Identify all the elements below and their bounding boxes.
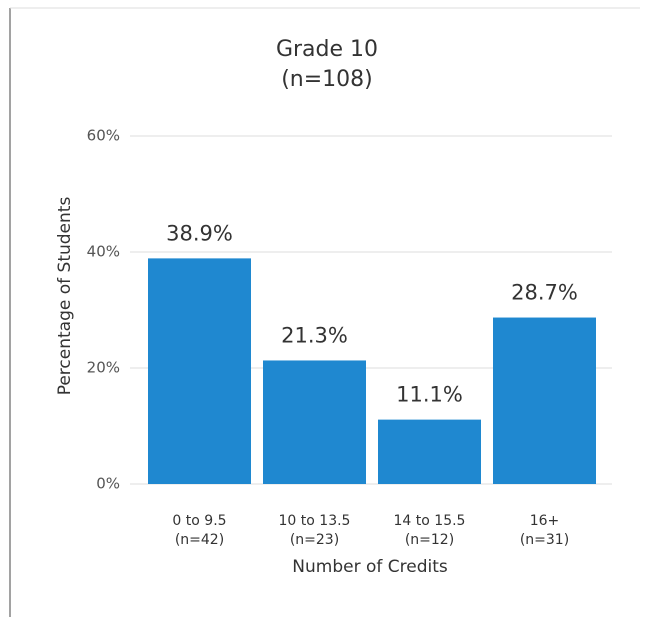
value-label: 28.7% [511, 281, 578, 305]
y-tick-label: 60% [87, 127, 120, 145]
value-label: 21.3% [281, 323, 348, 347]
x-tick-label: 0 to 9.5 [172, 513, 226, 529]
x-tick-label: (n=23) [290, 532, 339, 548]
bar [378, 419, 481, 484]
chart-subtitle: (n=108) [281, 67, 373, 92]
chart-title: Grade 10 [276, 37, 378, 62]
y-tick-label: 0% [96, 475, 120, 493]
bar [493, 317, 596, 484]
bar [148, 258, 251, 484]
x-tick-label: (n=42) [175, 532, 224, 548]
x-tick-label: 16+ [530, 513, 560, 529]
y-tick-label: 40% [87, 243, 120, 261]
bar [263, 360, 366, 484]
y-axis-label: Percentage of Students [55, 197, 75, 396]
value-label: 11.1% [396, 383, 463, 407]
x-axis-label: Number of Credits [292, 557, 448, 577]
x-tick-label: (n=12) [405, 532, 454, 548]
x-tick-label: (n=31) [520, 532, 569, 548]
x-tick-label: 10 to 13.5 [279, 513, 351, 529]
y-tick-label: 20% [87, 359, 120, 377]
x-tick-label: 14 to 15.5 [394, 513, 466, 529]
value-label: 38.9% [166, 221, 233, 245]
